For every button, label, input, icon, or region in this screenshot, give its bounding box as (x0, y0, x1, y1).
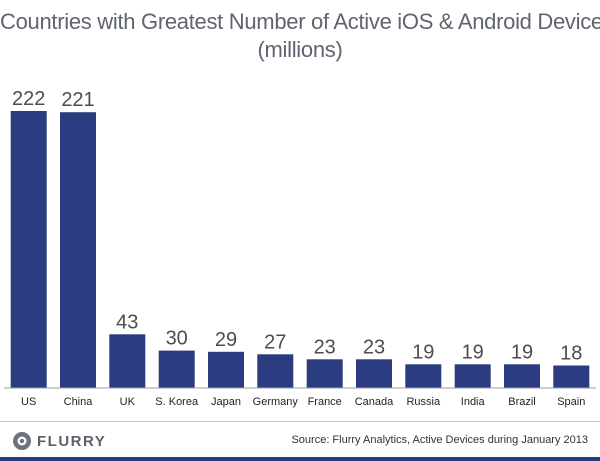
value-label: 23 (363, 336, 385, 358)
footer: FLURRY Source: Flurry Analytics, Active … (0, 422, 600, 461)
value-label: 27 (264, 331, 286, 353)
value-label: 18 (560, 343, 582, 365)
value-label-group: 222 221 43 30 29 27 23 23 19 19 19 18 (12, 88, 582, 365)
category-label: Russia (406, 396, 441, 408)
bar-uk (109, 334, 146, 388)
flurry-logo: FLURRY (12, 430, 106, 452)
bottom-accent-bar (0, 457, 600, 461)
bar-france (306, 359, 343, 388)
bar-us (10, 111, 47, 388)
bar-spain (553, 365, 590, 388)
chart-subtitle: (millions) (257, 37, 343, 62)
bar-s-korea (158, 350, 195, 388)
category-label: Spain (557, 396, 585, 408)
value-label: 19 (412, 341, 434, 363)
value-label: 23 (314, 336, 336, 358)
footer-divider (0, 421, 600, 422)
bar-russia (405, 364, 442, 388)
bar-china (60, 112, 96, 388)
value-label: 43 (116, 311, 138, 333)
chart-title-line: Countries with Greatest Number of Active… (0, 9, 600, 34)
bar-japan (208, 351, 244, 388)
bar-group (10, 111, 590, 388)
category-label: Canada (355, 396, 394, 408)
category-label-group: US China UK S. Korea Japan Germany France Canad… (21, 396, 585, 408)
category-label: US (21, 396, 36, 408)
source-note: Source: Flurry Analytics, Active Devices… (291, 434, 588, 446)
category-label: S. Korea (155, 396, 199, 408)
category-label: Germany (253, 396, 299, 408)
value-label: 29 (215, 329, 237, 351)
flurry-logo-text: FLURRY (37, 432, 107, 450)
bar-germany (257, 354, 294, 388)
category-label: India (461, 396, 486, 408)
value-label: 221 (61, 89, 94, 111)
value-label: 19 (462, 341, 484, 363)
bar-chart: 222 221 43 30 29 27 23 23 19 19 19 18 US China UK S. K… (4, 88, 596, 408)
category-label: Japan (211, 396, 241, 408)
value-label: 222 (12, 88, 45, 110)
value-label: 19 (511, 341, 533, 363)
flurry-logo-icon (13, 432, 31, 450)
category-label: Brazil (508, 396, 536, 408)
bar-canada (356, 359, 392, 388)
bar-brazil (504, 364, 540, 388)
bar-india (454, 364, 491, 388)
category-label: UK (120, 396, 136, 408)
category-label: France (308, 396, 342, 408)
category-label: China (64, 396, 94, 408)
value-label: 30 (166, 328, 188, 350)
chart-title: Countries with Greatest Number of Active… (0, 8, 600, 64)
